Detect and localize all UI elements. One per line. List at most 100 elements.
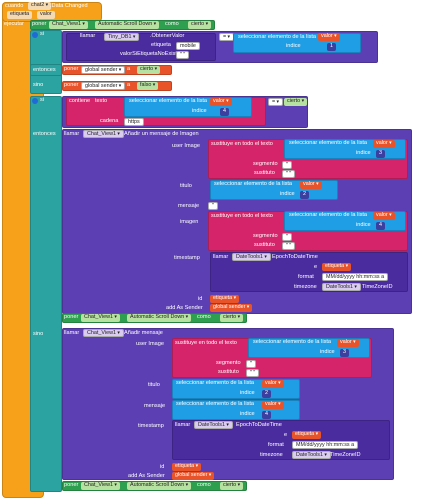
set-gs-label: poner [64, 66, 79, 72]
gear-icon[interactable] [32, 32, 38, 38]
get-etiqueta-id[interactable]: etiqueta [210, 295, 240, 303]
num-1[interactable]: 1 [327, 43, 336, 51]
format-label-2: format [268, 442, 284, 448]
mensaje-empty[interactable]: " [208, 202, 218, 210]
set-prop-dropdown-2[interactable]: Automatic Scroll Down [127, 314, 192, 322]
get-etiqueta[interactable]: etiqueta [322, 263, 352, 271]
add-as-sender-label-2: add As Sender [128, 473, 165, 479]
num-3-else[interactable]: 3 [340, 349, 349, 357]
set-value-true-2[interactable]: cierto [220, 314, 244, 322]
index-label-else: indice [320, 349, 335, 355]
index-label: indice [286, 43, 301, 49]
select-label-imagen: seleccionar elemento de la lista [289, 212, 368, 218]
https-text[interactable]: https [124, 118, 144, 126]
id-label-2: id [160, 464, 165, 470]
get-etiqueta-2[interactable]: etiqueta [292, 431, 322, 439]
sustituto-label-2: sustituto [254, 242, 275, 248]
set-gs-label-2: poner [64, 82, 79, 88]
segment-quote-2[interactable]: " [282, 233, 292, 241]
get-valor-imagen[interactable]: valor [373, 212, 395, 220]
id-label: id [198, 296, 203, 302]
sustituto-empty-2[interactable]: " " [282, 242, 296, 250]
format-value[interactable]: MM/dd/yyyy hh:mm:ss a [322, 273, 389, 281]
get-valor-else[interactable]: valor [337, 339, 359, 347]
set-value-true[interactable]: cierto [188, 21, 212, 29]
tinydb-call-label: llamar [80, 33, 96, 39]
format-value-2[interactable]: MM/dd/yyyy hh:mm:ss a [292, 441, 359, 449]
gs-true[interactable]: cierto [137, 66, 161, 74]
segmento-label-2: segmento [253, 233, 278, 239]
set-to-label-2: como [197, 314, 211, 320]
set-component-dropdown-3[interactable]: Chat_View1 [81, 482, 120, 490]
gs-var-dropdown[interactable]: global sender [81, 66, 126, 74]
tinydb-default-label: valorSiEtiquetaNoExiste [120, 51, 181, 57]
gs-false[interactable]: falso [137, 82, 159, 90]
get-global-sender[interactable]: global sender [210, 304, 253, 312]
segmento-label: segmento [253, 161, 278, 167]
userimage-label-2: user Image [136, 341, 164, 347]
select-label-2: seleccionar elemento de la lista [129, 98, 208, 104]
set-value-true-3[interactable]: cierto [220, 482, 244, 490]
datetools-component-4[interactable]: DateTools1 [292, 451, 331, 459]
if-block-2[interactable] [30, 96, 62, 492]
get-valor-mensaje[interactable]: valor [262, 401, 284, 409]
if-block-1[interactable] [30, 30, 62, 94]
gear-icon[interactable] [32, 98, 38, 104]
event-component-dropdown[interactable]: chat2 [28, 2, 52, 10]
get-global-sender-2[interactable]: global sender [172, 472, 215, 480]
mensaje-label-2: mensaje [144, 403, 166, 409]
set-to-label: como [165, 21, 179, 27]
param-valor[interactable]: valor [37, 11, 55, 19]
call-label-2: llamar [64, 330, 80, 336]
set-label-2: poner [64, 314, 79, 320]
get-valor-titulo[interactable]: valor [300, 181, 322, 189]
datetools-component-3[interactable]: DateTools1 [194, 421, 233, 429]
event-do-label: ejecutar [4, 21, 24, 27]
num-2-else[interactable]: 2 [262, 390, 271, 398]
num-3[interactable]: 3 [376, 150, 385, 158]
get-valor-2[interactable]: valor [210, 98, 232, 106]
datetools-component-2[interactable]: DateTools1 [322, 283, 361, 291]
else-label-2: sino [33, 331, 44, 337]
set-prop-dropdown[interactable]: Automatic Scroll Down [95, 21, 160, 29]
a-label: a [127, 66, 131, 72]
set-component-dropdown[interactable]: Chat_View1 [49, 21, 88, 29]
then-row-1[interactable] [30, 64, 62, 76]
num-2[interactable]: 2 [300, 191, 309, 199]
get-valor[interactable]: valor [318, 33, 340, 41]
segmento-label-3: segmento [216, 360, 241, 366]
param-etiqueta[interactable]: etiqueta [7, 11, 33, 19]
get-valor-titulo-2[interactable]: valor [262, 380, 284, 388]
num-4-else[interactable]: 4 [262, 411, 271, 419]
if2-si-label: si [40, 97, 45, 103]
replace-label-2: sustituye en todo el texto [211, 213, 273, 219]
empty-text[interactable]: " " [176, 51, 190, 59]
tinydb-component[interactable]: Tiny_DB1 [104, 33, 140, 41]
num-4-imagen[interactable]: 4 [376, 222, 385, 230]
get-etiqueta-id-2[interactable]: etiqueta [172, 463, 202, 471]
eq-operator[interactable]: = [219, 33, 235, 41]
sustituto-label: sustituto [254, 170, 275, 176]
if-si-label: si [40, 31, 45, 37]
sustituto-empty-3[interactable]: " " [246, 369, 260, 377]
segment-quote[interactable]: " [282, 161, 292, 169]
mobile-text[interactable]: mobile [176, 42, 200, 50]
replace-label-3: sustituye en todo el texto [175, 340, 237, 346]
select-label-3: seleccionar elemento de la lista [289, 140, 368, 146]
chatview-component[interactable]: Chat_View1 [83, 130, 124, 138]
cierto-2[interactable]: cierto [284, 98, 308, 106]
index-label-2: indice [192, 108, 207, 114]
segment-quote-3[interactable]: " [246, 360, 256, 368]
datetools-component[interactable]: DateTools1 [232, 253, 271, 261]
num-4[interactable]: 4 [220, 108, 229, 116]
eq-operator-2[interactable]: = [268, 98, 284, 106]
gs-var-dropdown-2[interactable]: global sender [81, 82, 126, 90]
set-prop-dropdown-3[interactable]: Automatic Scroll Down [127, 482, 192, 490]
then-label-2: entonces [33, 131, 56, 137]
timestamp-label-2: timestamp [138, 423, 164, 429]
sustituto-empty[interactable]: " " [282, 170, 296, 178]
sustituto-label-3: sustituto [218, 369, 239, 375]
get-valor-3[interactable]: valor [373, 140, 395, 148]
set-component-dropdown-2[interactable]: Chat_View1 [81, 314, 120, 322]
chatview-component-2[interactable]: Chat_View1 [83, 329, 124, 337]
